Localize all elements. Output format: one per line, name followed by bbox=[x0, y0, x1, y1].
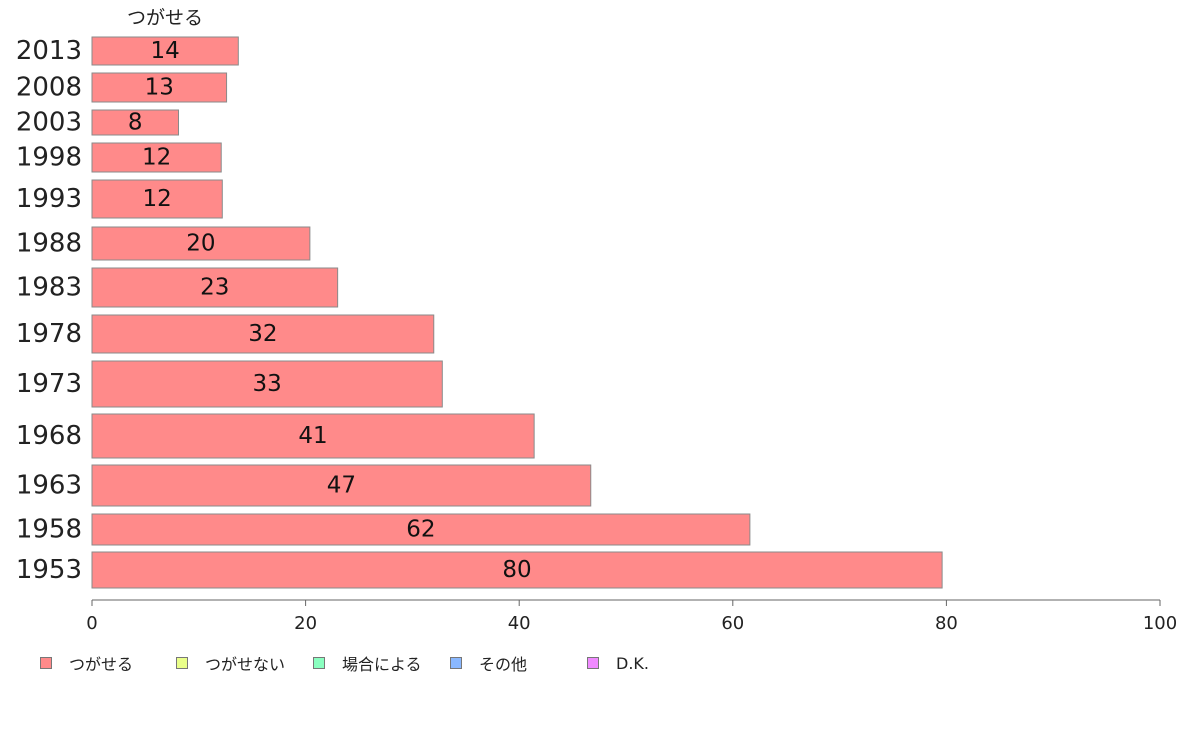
legend-item-tsugaseru: つがせる bbox=[40, 652, 133, 674]
legend-label-tsugaseru: つがせる bbox=[69, 655, 134, 674]
bar-value-label-1958: 62 bbox=[406, 517, 435, 543]
y-tick-label-2008: 2008 bbox=[16, 73, 82, 103]
bar-1973 bbox=[91, 360, 443, 408]
legend-label-dk: D.K. bbox=[616, 653, 649, 673]
legend-swatch-tsugaseru bbox=[40, 657, 52, 669]
y-tick-label-1973: 1973 bbox=[16, 369, 82, 399]
y-tick-label-1958: 1958 bbox=[16, 515, 82, 545]
series-header-label: つがせる bbox=[127, 7, 203, 29]
x-tick-label-100: 100 bbox=[1143, 613, 1177, 634]
bar-value-label-1998: 12 bbox=[142, 145, 171, 171]
bar-1998 bbox=[91, 142, 222, 173]
legend-swatch-baai-ni-yoru bbox=[313, 657, 325, 669]
bar-value-label-2008: 13 bbox=[145, 75, 174, 101]
legend-label-tsugasenai: つがせない bbox=[205, 655, 286, 674]
y-tick-label-2003: 2003 bbox=[16, 108, 82, 138]
bar-value-label-1963: 47 bbox=[327, 473, 356, 499]
bar-value-label-2003: 8 bbox=[128, 110, 143, 136]
legend-swatch-tsugasenai bbox=[176, 657, 188, 669]
bar-1978 bbox=[91, 314, 435, 354]
y-tick-label-1963: 1963 bbox=[16, 471, 82, 501]
y-tick-label-1983: 1983 bbox=[16, 273, 82, 303]
bar-value-label-1993: 12 bbox=[143, 186, 172, 212]
bar-1963 bbox=[91, 464, 592, 507]
y-tick-label-1998: 1998 bbox=[16, 143, 82, 173]
legend-swatch-sonota bbox=[450, 657, 462, 669]
bar-2013 bbox=[91, 36, 239, 66]
x-tick-label-80: 80 bbox=[935, 613, 958, 634]
legend-label-baai-ni-yoru: 場合による bbox=[342, 655, 422, 674]
y-tick-label-1978: 1978 bbox=[16, 319, 82, 349]
legend-label-sonota: その他 bbox=[479, 655, 528, 674]
legend-item-tsugasenai: つがせない bbox=[176, 652, 285, 674]
bar-1993 bbox=[91, 179, 223, 219]
legend-item-baai-ni-yoru: 場合による bbox=[313, 652, 422, 674]
bar-value-label-1988: 20 bbox=[186, 231, 215, 257]
x-tick-label-20: 20 bbox=[294, 613, 317, 634]
bar-1988 bbox=[91, 226, 311, 261]
x-tick-label-40: 40 bbox=[508, 613, 531, 634]
bar-value-label-2013: 14 bbox=[151, 38, 180, 64]
bar-1953 bbox=[91, 551, 943, 589]
x-tick-label-0: 0 bbox=[86, 613, 97, 634]
x-tick-label-60: 60 bbox=[721, 613, 744, 634]
bar-value-label-1983: 23 bbox=[200, 275, 229, 301]
y-tick-label-2013: 2013 bbox=[16, 36, 82, 66]
bars-layer: 2013 14 2008 13 2003 8 1998 12 1993 12 1988 20 1983 2… bbox=[16, 36, 943, 589]
y-tick-label-1993: 1993 bbox=[16, 184, 82, 214]
bar-value-label-1953: 80 bbox=[502, 557, 531, 583]
bar-1983 bbox=[91, 267, 339, 308]
bar-2008 bbox=[91, 72, 228, 103]
y-tick-label-1988: 1988 bbox=[16, 229, 82, 259]
legend-item-sonota: その他 bbox=[450, 652, 527, 674]
bar-value-label-1968: 41 bbox=[298, 423, 327, 449]
bar-2003 bbox=[91, 109, 180, 136]
y-tick-label-1968: 1968 bbox=[16, 421, 82, 451]
legend-item-dk: D.K. bbox=[587, 652, 649, 674]
bar-1968 bbox=[91, 413, 535, 459]
x-axis: 0 20 40 60 80 100 bbox=[86, 599, 1177, 634]
y-tick-label-1953: 1953 bbox=[16, 555, 82, 585]
bar-value-label-1978: 32 bbox=[248, 321, 277, 347]
bar-1958 bbox=[91, 513, 751, 546]
legend-swatch-dk bbox=[587, 657, 599, 669]
bar-value-label-1973: 33 bbox=[253, 371, 282, 397]
